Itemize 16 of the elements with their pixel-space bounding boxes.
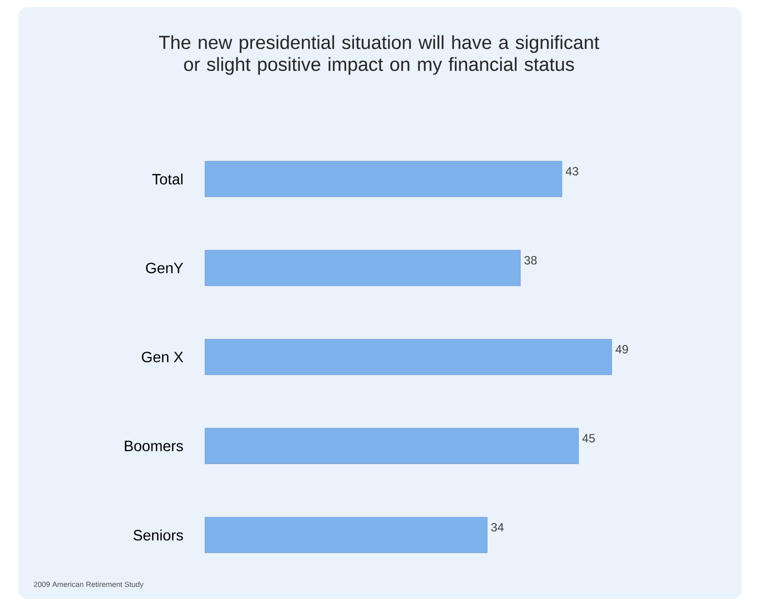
data-label: 34 (491, 523, 504, 532)
y-tick-label: Gen X (142, 352, 184, 362)
y-tick-label: Seniors (133, 530, 183, 540)
y-tick-label: Boomers (124, 440, 183, 452)
y-tick-label: GenY (146, 262, 184, 274)
data-label: 38 (524, 256, 537, 264)
y-tick-label: Total (152, 174, 182, 184)
bar (204, 161, 562, 197)
data-label: 49 (616, 345, 628, 354)
bar (204, 517, 488, 554)
bar (204, 339, 612, 375)
data-label: 45 (582, 434, 595, 442)
data-label: 43 (566, 167, 578, 176)
bar (204, 250, 521, 286)
bar (204, 428, 579, 464)
chart-title: The new presidential situation will have a significant or slight positive impact on my financial status (159, 35, 600, 75)
